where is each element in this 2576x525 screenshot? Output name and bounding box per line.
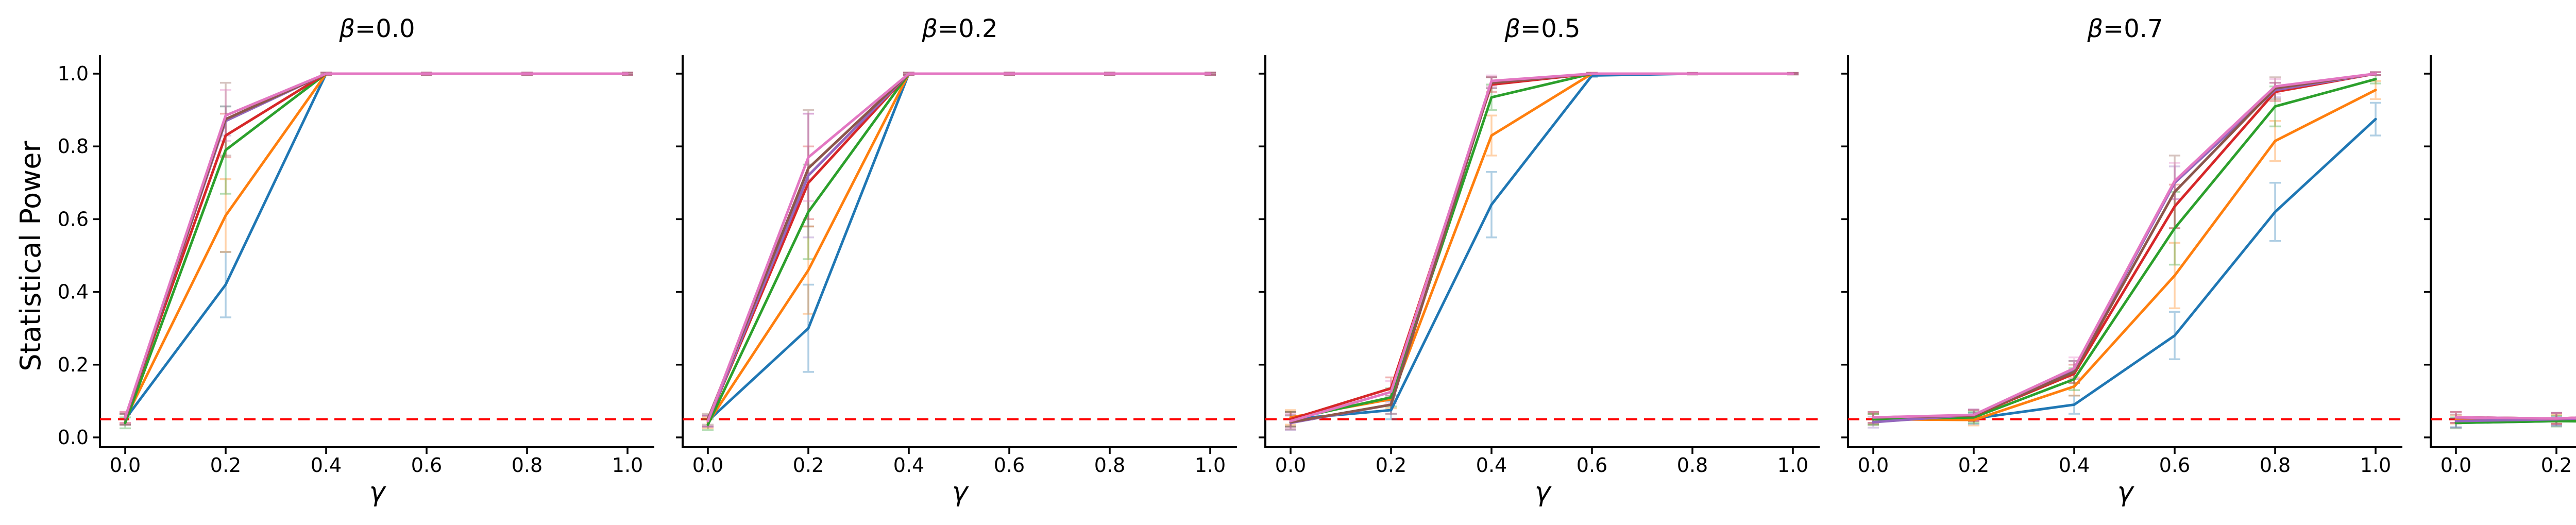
series-line-conformal-uniform-5 xyxy=(2454,419,2576,425)
x-tick-label: 0.0 xyxy=(1275,454,1306,477)
subplot-0-2: β=0.2 0.0 0.2 0.4 0.6 0.8 1.0 γ xyxy=(676,14,1237,507)
series-line-conformal-uniform-200 xyxy=(1289,72,1794,422)
errorbars-conformal-uniform-1 xyxy=(1285,72,1799,428)
x-tick-label: 0.6 xyxy=(411,454,442,477)
x-tick-label: 0.4 xyxy=(2059,454,2090,477)
series-line-conformal-uniform-200 xyxy=(1872,72,2377,419)
y-tick-label: 0.8 xyxy=(58,135,89,158)
series-line-conformal-uniform-10 xyxy=(124,72,629,419)
y-tick-label: 0.4 xyxy=(58,281,89,303)
x-tick-label: 0.8 xyxy=(512,454,543,477)
errorbars-conformal-uniform-20 xyxy=(120,72,633,426)
x-axis-label: γ xyxy=(1535,477,1552,507)
x-tick-label: 1.0 xyxy=(1777,454,1808,477)
x-tick-label: 0.8 xyxy=(1677,454,1708,477)
subplot-0-7: β=0.7 0.0 0.2 0.4 0.6 0.8 1.0 γ xyxy=(1841,14,2402,507)
series-line-conformal-uniform-1 xyxy=(1872,117,2377,421)
errorbars-conformal-uniform-1 xyxy=(120,72,633,426)
x-tick-label: 1.0 xyxy=(612,454,643,477)
series-line-conformal-uniform-50 xyxy=(1289,72,1794,424)
errorbars-conformal-uniform-5 xyxy=(120,72,633,430)
errorbars-conformal-uniform-20 xyxy=(1285,72,1799,431)
series-line-conformal-uniform-1 xyxy=(706,72,1212,422)
series-line-conformal-uniform-20 xyxy=(124,72,629,421)
series-line-conformal-uniform-200 xyxy=(2454,416,2576,420)
y-tick-label: 0.2 xyxy=(58,353,89,376)
series-line-conformal-uniform-50 xyxy=(124,72,629,421)
series-line-conformal-uniform-5 xyxy=(706,72,1212,426)
x-tick-label: 0.0 xyxy=(2441,454,2471,477)
x-tick-label: 0.4 xyxy=(1476,454,1507,477)
subplot-title: β=0.0 xyxy=(338,14,415,43)
subplot-title: β=0.2 xyxy=(921,14,997,43)
errorbars-conformal-uniform-50 xyxy=(1285,72,1799,431)
x-tick-label: 0.6 xyxy=(2159,454,2190,477)
errorbars-conformal-uniform-50 xyxy=(120,72,633,426)
series-line-conformal-uniform-2 xyxy=(1872,89,2377,421)
series-line-conformal-uniform-1 xyxy=(124,72,629,421)
x-tick-label: 0.0 xyxy=(110,454,141,477)
series-line-conformal-uniform-10 xyxy=(1872,72,2377,419)
x-tick-label: 0.0 xyxy=(692,454,723,477)
series-line-conformal-uniform-10 xyxy=(1289,72,1794,421)
y-tick-label: 0.0 xyxy=(58,426,89,449)
errorbars-conformal-uniform-2 xyxy=(1868,80,2381,427)
errorbars-conformal-uniform-200 xyxy=(1285,72,1799,430)
series-line-conformal-uniform-5 xyxy=(1289,72,1794,421)
x-tick-label: 0.8 xyxy=(2260,454,2291,477)
y-tick-label: 0.6 xyxy=(58,208,89,230)
x-tick-label: 0.4 xyxy=(893,454,924,477)
series-line-conformal-uniform-20 xyxy=(706,72,1212,422)
series-line-conformal-uniform-2 xyxy=(706,72,1212,425)
subplot-0-0: β=0.0 0.0 0.2 0.4 0.6 0.8 1.0 0.0 0.2 0.4 0.6 0.8 1.… xyxy=(58,14,654,507)
errorbars-conformal-uniform-10 xyxy=(1285,72,1799,428)
x-tick-label: 0.8 xyxy=(1094,454,1125,477)
y-tick-label: 1.0 xyxy=(58,62,89,85)
subplot-title: β=0.7 xyxy=(2087,14,2163,43)
x-tick-label: 0.2 xyxy=(793,454,824,477)
errorbars-conformal-uniform-1 xyxy=(1868,101,2381,426)
errorbars-conformal-uniform-2 xyxy=(120,72,633,426)
x-tick-label: 0.0 xyxy=(1858,454,1889,477)
subplot-0-9: β=0.90.00.20.40.60.81.0γ xyxy=(2424,55,2576,477)
x-tick-label: 0.6 xyxy=(1577,454,1607,477)
y-axis-label: Statistical Power xyxy=(14,141,47,371)
x-tick-label: 0.2 xyxy=(1958,454,1989,477)
series-line-conformal-uniform-5 xyxy=(124,72,629,425)
series-line-conformal-uniform-2 xyxy=(1289,72,1794,419)
series-line-conformal-uniform-200 xyxy=(706,72,1212,422)
subplot-title: β=0.5 xyxy=(1504,14,1580,43)
x-tick-label: 0.2 xyxy=(210,454,241,477)
series-line-conformal-uniform-50 xyxy=(1872,72,2377,419)
errorbars-conformal-uniform-2 xyxy=(1285,72,1799,426)
x-tick-label: 0.4 xyxy=(311,454,342,477)
series-line-conformal-uniform-10 xyxy=(706,72,1212,422)
x-tick-label: 1.0 xyxy=(1195,454,1226,477)
x-tick-label: 0.6 xyxy=(994,454,1025,477)
series-line-conformal-uniform-200 xyxy=(124,72,629,419)
x-axis-label: γ xyxy=(952,477,970,507)
errorbars-conformal-uniform-5 xyxy=(1285,72,1799,428)
series-line-conformal-uniform-1 xyxy=(1289,72,1794,421)
x-axis-label: γ xyxy=(369,477,387,507)
series-line-conformal-uniform-20 xyxy=(1289,72,1794,425)
series-line-conformal-uniform-2 xyxy=(124,72,629,421)
x-tick-label: 0.2 xyxy=(1376,454,1406,477)
subplot-0-5: β=0.5 0.0 0.2 0.4 0.6 0.8 1.0 γ xyxy=(1259,14,1820,507)
series-line-conformal-uniform-50 xyxy=(706,72,1212,421)
errorbars-conformal-uniform-200 xyxy=(120,72,633,424)
series-line-conformal-uniform-5 xyxy=(1872,78,2377,421)
x-axis-label: γ xyxy=(2117,477,2135,507)
x-tick-label: 1.0 xyxy=(2360,454,2391,477)
errorbars-conformal-uniform-10 xyxy=(120,72,633,424)
x-tick-label: 0.2 xyxy=(2541,454,2572,477)
